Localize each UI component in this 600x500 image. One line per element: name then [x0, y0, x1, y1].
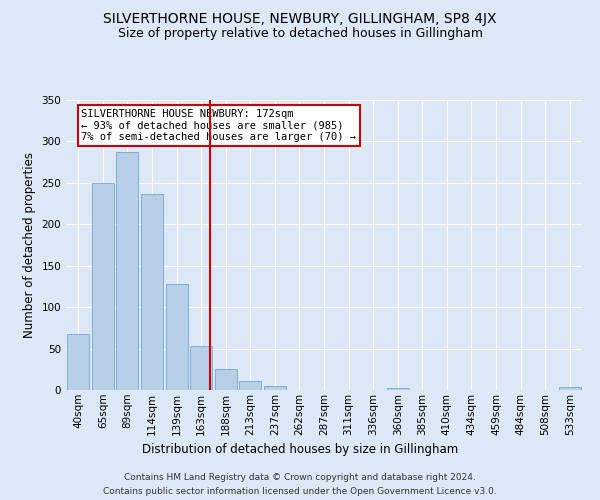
Text: Size of property relative to detached houses in Gillingham: Size of property relative to detached ho… [118, 28, 482, 40]
Y-axis label: Number of detached properties: Number of detached properties [23, 152, 36, 338]
Bar [92, 183, 114, 390]
Text: Distribution of detached houses by size in Gillingham: Distribution of detached houses by size … [142, 442, 458, 456]
Bar [166, 284, 188, 390]
Bar [559, 386, 581, 390]
Bar [239, 381, 262, 390]
Bar [67, 334, 89, 390]
Text: SILVERTHORNE HOUSE NEWBURY: 172sqm
← 93% of detached houses are smaller (985)
7%: SILVERTHORNE HOUSE NEWBURY: 172sqm ← 93%… [82, 108, 356, 142]
Text: Contains public sector information licensed under the Open Government Licence v3: Contains public sector information licen… [103, 488, 497, 496]
Bar [386, 388, 409, 390]
Bar [264, 386, 286, 390]
Text: SILVERTHORNE HOUSE, NEWBURY, GILLINGHAM, SP8 4JX: SILVERTHORNE HOUSE, NEWBURY, GILLINGHAM,… [103, 12, 497, 26]
Bar [116, 152, 139, 390]
Bar [141, 194, 163, 390]
Bar [190, 346, 212, 390]
Text: Contains HM Land Registry data © Crown copyright and database right 2024.: Contains HM Land Registry data © Crown c… [124, 472, 476, 482]
Bar [215, 370, 237, 390]
